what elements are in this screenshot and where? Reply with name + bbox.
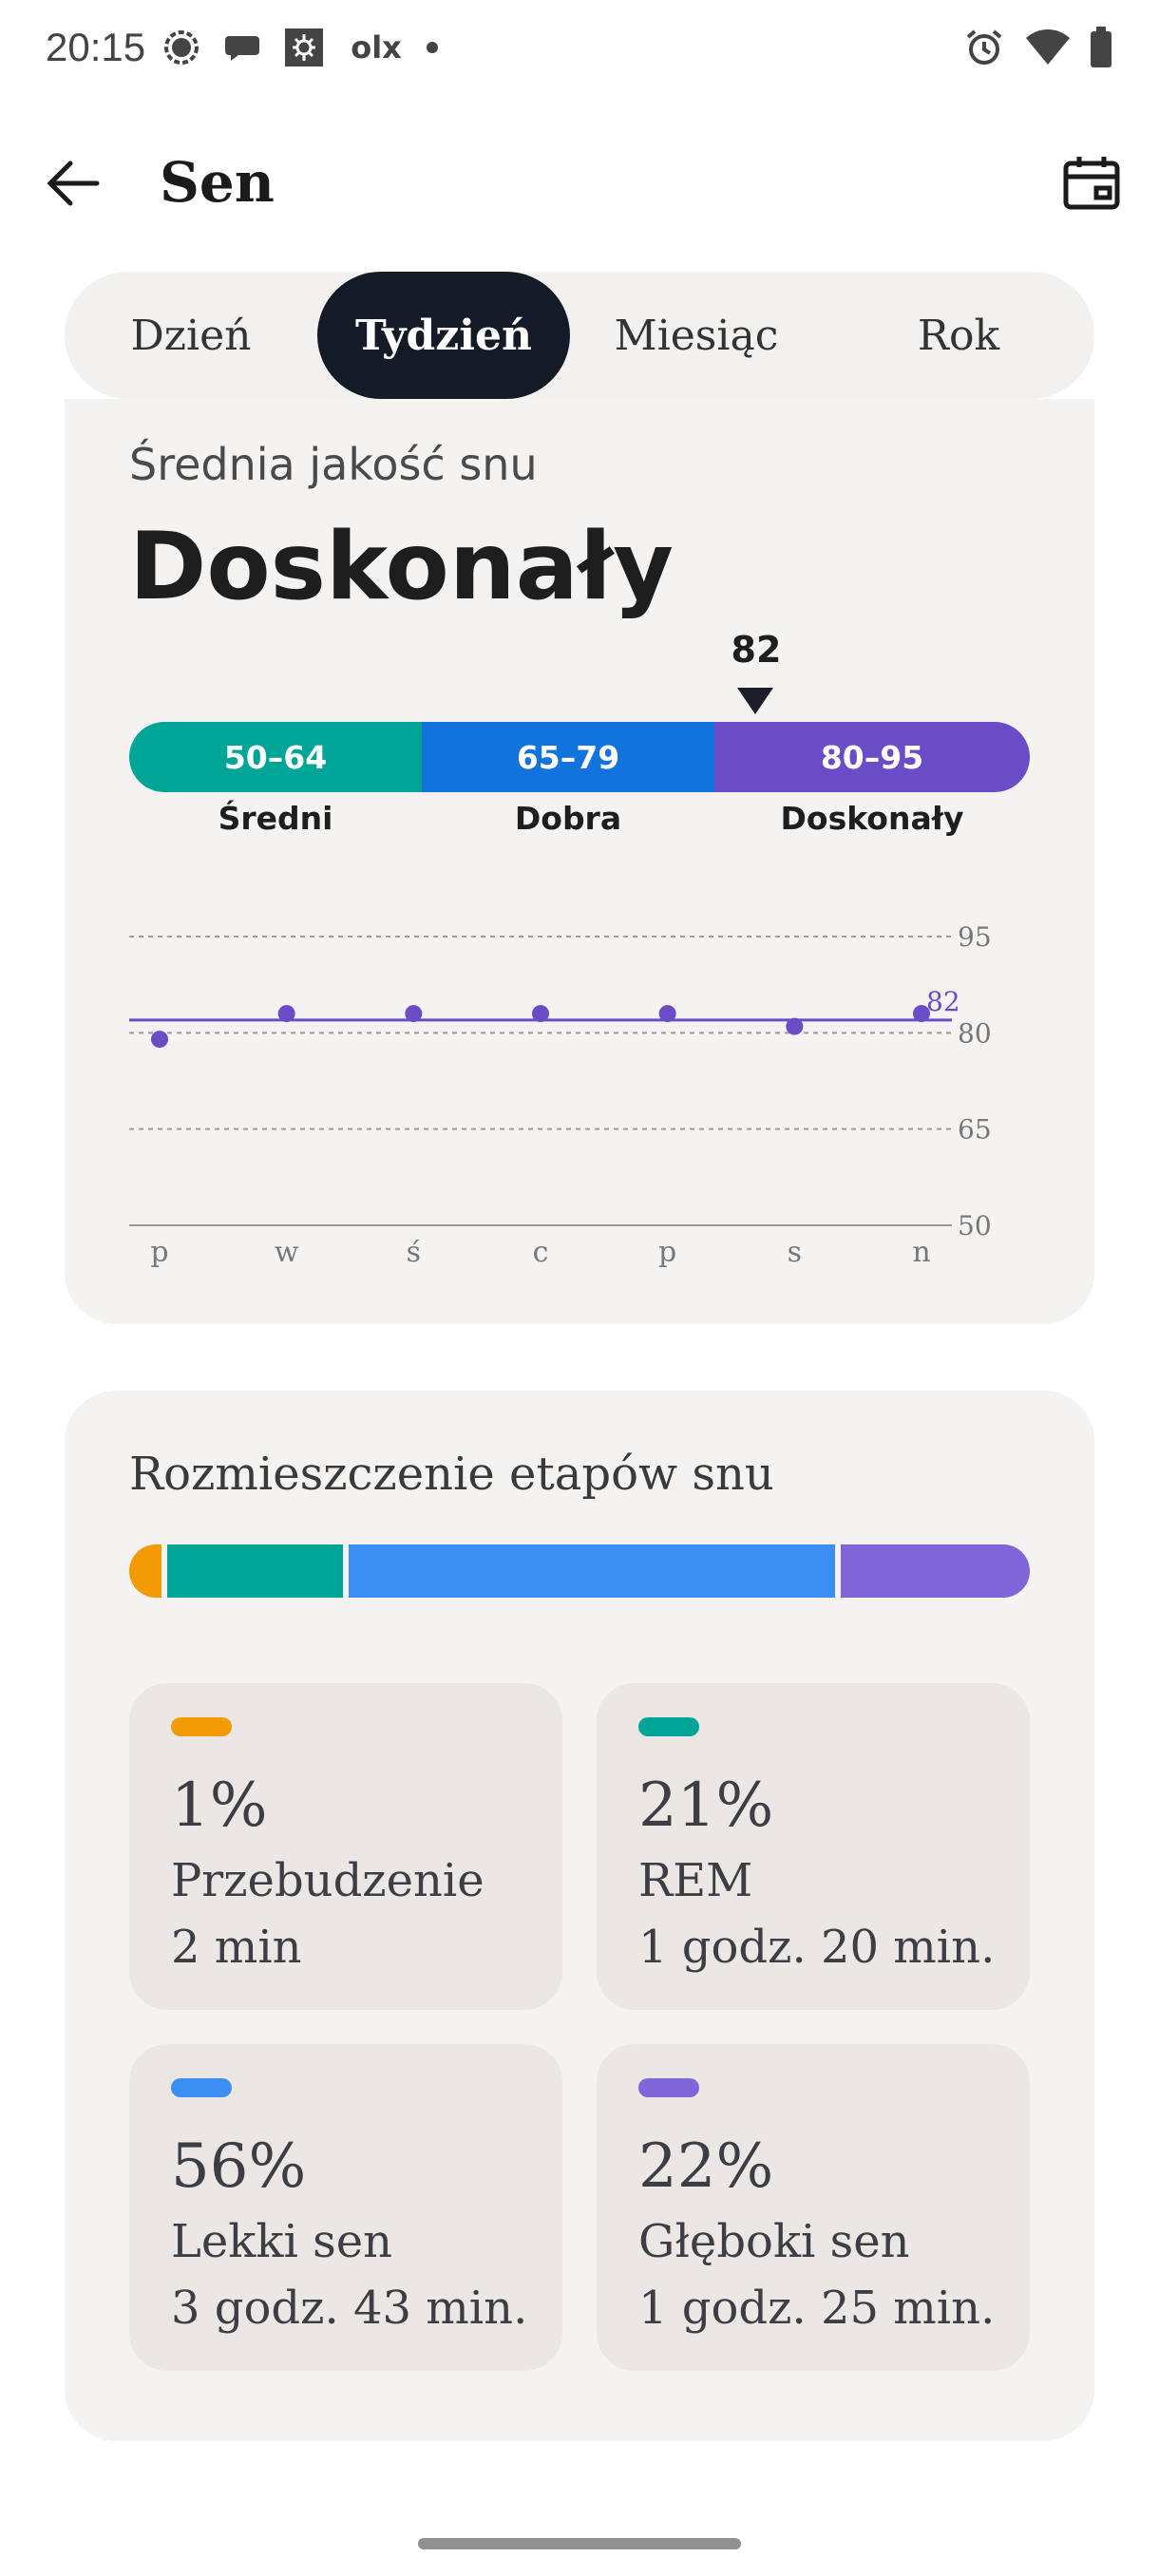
photo-icon: [281, 27, 327, 68]
arrow-left-icon: [47, 161, 100, 206]
stage-duration: 1 godz. 25 min.: [638, 2282, 996, 2335]
data-point: [786, 1017, 804, 1035]
y-tick-label: 80: [958, 1017, 992, 1049]
calendar-button[interactable]: [1062, 154, 1121, 213]
data-point: [532, 1005, 549, 1023]
x-tick-label: s: [788, 1236, 802, 1269]
stage-duration: 3 godz. 43 min.: [171, 2282, 528, 2335]
stage-card-deep[interactable]: 22% Głęboki sen 1 godz. 25 min.: [597, 2044, 1030, 2371]
data-point: [658, 1005, 676, 1023]
range-label-average: Średni: [218, 800, 333, 837]
range-segment-good: 65–79: [422, 722, 714, 792]
battery-icon: [1087, 27, 1115, 68]
y-tick-label: 65: [958, 1114, 992, 1146]
stage-percent: 22%: [638, 2131, 774, 2202]
tab-day[interactable]: Dzień: [130, 311, 252, 360]
chart-grid: 95 80 65 50: [129, 921, 992, 1241]
stage-card-rem[interactable]: 21% REM 1 godz. 20 min.: [597, 1683, 1030, 2010]
y-tick-label: 95: [958, 921, 992, 953]
weekly-quality-chart: 95 80 65 50 82 p w ś c p s n: [129, 921, 992, 1269]
range-segment-average: 50–64: [129, 722, 422, 792]
stage-card-awake[interactable]: 1% Przebudzenie 2 min: [129, 1683, 562, 2010]
range-segment-excellent: 80–95: [714, 722, 1030, 792]
score-marker-value: 82: [731, 629, 782, 671]
x-tick-label: n: [912, 1236, 930, 1269]
stage-color-pill: [171, 1717, 232, 1736]
stage-card-light[interactable]: 56% Lekki sen 3 godz. 43 min.: [129, 2044, 562, 2371]
stage-duration: 1 godz. 20 min.: [638, 1921, 996, 1974]
stage-color-pill: [638, 1717, 699, 1736]
stage-duration: 2 min: [171, 1921, 302, 1974]
tab-year[interactable]: Rok: [917, 311, 1000, 360]
wifi-icon: [1022, 27, 1074, 68]
status-time: 20:15: [46, 25, 146, 69]
x-tick-label: w: [275, 1236, 299, 1269]
chart-points: [151, 1005, 930, 1049]
stage-bar-segment: [129, 1544, 162, 1598]
tab-month[interactable]: Miesiąc: [614, 311, 779, 360]
stage-percent: 56%: [171, 2131, 307, 2202]
chat-icon: [220, 27, 264, 68]
stage-bar-segment: [166, 1544, 343, 1598]
calendar-icon: [1063, 157, 1120, 210]
range-label-good: Dobra: [514, 800, 622, 837]
tab-week[interactable]: Tydzień: [317, 272, 570, 399]
stage-color-pill: [638, 2078, 699, 2097]
alarm-icon: [961, 27, 1007, 68]
y-tick-label: 50: [958, 1210, 992, 1241]
x-tick-label: p: [150, 1236, 168, 1269]
data-point: [151, 1031, 168, 1049]
stage-percent: 1%: [171, 1771, 268, 1841]
stages-title: Rozmieszczenie etapów snu: [129, 1448, 774, 1501]
range-label-excellent: Doskonały: [780, 800, 964, 837]
avg-quality-label: Średnia jakość snu: [129, 439, 538, 490]
avg-quality-value: Doskonały: [129, 513, 674, 621]
stage-name: Głęboki sen: [638, 2215, 910, 2268]
back-button[interactable]: [44, 154, 103, 213]
stage-color-pill: [171, 2078, 232, 2097]
data-point: [277, 1005, 295, 1023]
stage-name: REM: [638, 1854, 753, 1907]
dot-icon: [418, 27, 446, 68]
data-point: [913, 1005, 930, 1023]
stage-bar-segment: [841, 1544, 1030, 1598]
score-marker-icon: [737, 688, 773, 714]
period-tabs: Dzień Tydzień Miesiąc Rok: [65, 272, 1094, 399]
stages-bar: [129, 1544, 1030, 1598]
data-point: [405, 1005, 423, 1023]
quality-range-bar: 50–64 65–79 80–95: [129, 722, 1030, 792]
home-indicator[interactable]: [418, 2538, 741, 2549]
x-tick-label: p: [658, 1236, 676, 1269]
x-tick-label: c: [533, 1236, 549, 1269]
stage-bar-segment: [348, 1544, 836, 1598]
average-label: 82: [926, 986, 960, 1017]
page-title: Sen: [160, 150, 275, 215]
stage-name: Przebudzenie: [171, 1854, 484, 1907]
olx-icon: olx: [351, 29, 402, 66]
sleep-quality-card: [65, 399, 1094, 1324]
stage-percent: 21%: [638, 1771, 774, 1841]
x-tick-label: ś: [407, 1236, 421, 1269]
signal-app-icon: [160, 27, 203, 68]
stage-name: Lekki sen: [171, 2215, 393, 2268]
